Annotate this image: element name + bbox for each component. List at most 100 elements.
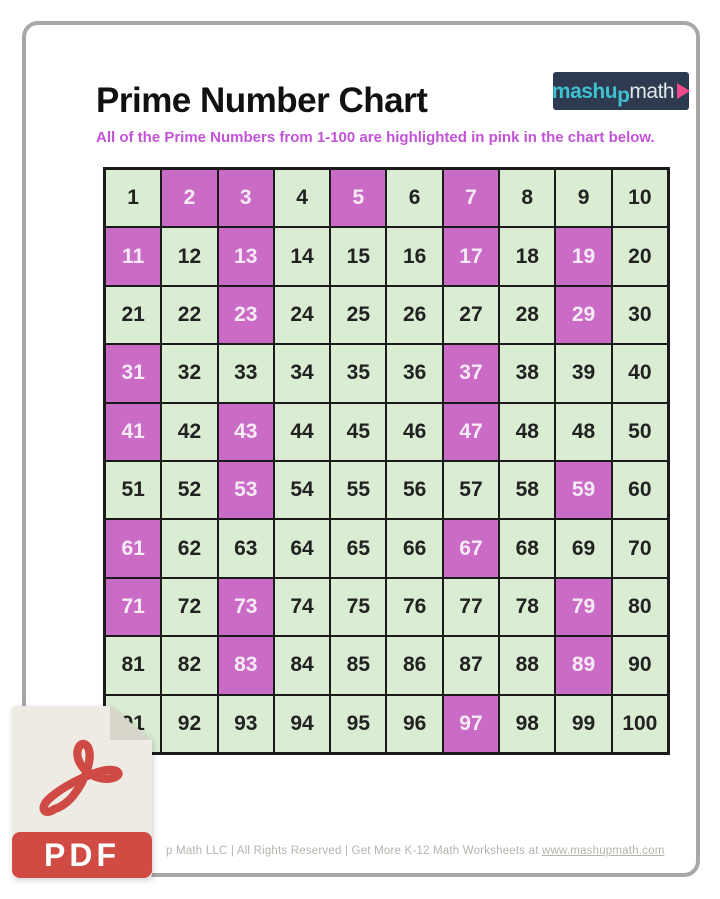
grid-cell: 48 [556, 403, 611, 460]
grid-cell: 67 [443, 520, 499, 577]
grid-cell: 94 [274, 695, 330, 752]
grid-cell: 4 [274, 170, 330, 227]
grid-cell: 57 [443, 462, 499, 519]
grid-cell: 46 [387, 403, 442, 460]
grid-cell: 79 [556, 578, 611, 636]
grid-cell: 44 [274, 403, 330, 460]
grid-cell: 53 [218, 462, 273, 519]
grid-cell: 29 [556, 286, 611, 344]
grid-cell: 11 [106, 228, 161, 285]
grid-cell: 66 [387, 520, 442, 577]
grid-cell: 82 [162, 637, 217, 694]
grid-cell: 86 [387, 637, 442, 694]
grid-cell: 2 [162, 170, 217, 227]
grid-cell: 7 [443, 170, 499, 227]
grid-cell: 96 [387, 695, 442, 752]
grid-cell: 31 [106, 345, 161, 402]
worksheet-page: mashu p math Prime Number Chart All of the… [22, 21, 700, 877]
grid-cell: 3 [218, 170, 273, 227]
grid-cell: 60 [612, 462, 667, 519]
grid-cell: 36 [387, 345, 442, 402]
grid-cell: 89 [556, 637, 611, 694]
grid-cell: 51 [106, 462, 161, 519]
grid-cell: 81 [106, 637, 161, 694]
grid-cell: 17 [443, 228, 499, 285]
grid-cell: 95 [331, 695, 386, 752]
grid-cell: 20 [612, 228, 667, 285]
grid-cell: 26 [387, 286, 442, 344]
grid-cell: 13 [218, 228, 273, 285]
grid-cell: 37 [443, 345, 499, 402]
grid-cell: 65 [331, 520, 386, 577]
grid-cell: 24 [274, 286, 330, 344]
grid-cell: 87 [443, 637, 499, 694]
grid-cell: 99 [556, 695, 611, 752]
play-icon [677, 83, 691, 99]
grid-cell: 78 [500, 578, 555, 636]
grid-cell: 75 [331, 578, 386, 636]
grid-cell: 15 [331, 228, 386, 285]
grid-cell: 77 [443, 578, 499, 636]
grid-cell: 63 [218, 520, 273, 577]
grid-cell: 54 [274, 462, 330, 519]
pdf-label: PDF [44, 836, 120, 873]
grid-cell: 73 [218, 578, 273, 636]
grid-cell: 10 [612, 170, 667, 227]
footer-website-link[interactable]: www.mashupmath.com [542, 845, 665, 857]
grid-cell: 14 [274, 228, 330, 285]
grid-cell: 9 [556, 170, 611, 227]
grid-cell: 32 [162, 345, 217, 402]
grid-cell: 34 [274, 345, 330, 402]
grid-cell: 61 [106, 520, 161, 577]
grid-cell: 5 [331, 170, 386, 227]
pdf-label-band: PDF [12, 832, 152, 878]
grid-cell: 18 [500, 228, 555, 285]
grid-cell: 48 [500, 403, 555, 460]
acrobat-loop-icon [39, 739, 123, 816]
grid-cell: 100 [612, 695, 667, 752]
grid-cell: 21 [106, 286, 161, 344]
grid-cell: 72 [162, 578, 217, 636]
grid-cell: 52 [162, 462, 217, 519]
grid-cell: 42 [162, 403, 217, 460]
grid-cell: 33 [218, 345, 273, 402]
footer-text: p Math LLC | All Rights Reserved | Get M… [166, 845, 543, 857]
grid-cell: 74 [274, 578, 330, 636]
footer-copyright: p Math LLC | All Rights Reserved | Get M… [166, 845, 686, 857]
grid-cell: 27 [443, 286, 499, 344]
grid-cell: 16 [387, 228, 442, 285]
grid-cell: 28 [500, 286, 555, 344]
grid-cell: 58 [500, 462, 555, 519]
grid-cell: 88 [500, 637, 555, 694]
grid-cell: 19 [556, 228, 611, 285]
grid-cell: 92 [162, 695, 217, 752]
grid-cell: 83 [218, 637, 273, 694]
grid-cell: 6 [387, 170, 442, 227]
grid-cell: 84 [274, 637, 330, 694]
grid-cell: 43 [218, 403, 273, 460]
grid-cell: 68 [500, 520, 555, 577]
grid-cell: 38 [500, 345, 555, 402]
logo-text-p: p [617, 83, 630, 107]
grid-cell: 97 [443, 695, 499, 752]
grid-cell: 98 [500, 695, 555, 752]
grid-cell: 23 [218, 286, 273, 344]
grid-cell: 8 [500, 170, 555, 227]
grid-cell: 70 [612, 520, 667, 577]
mashupmath-logo: mashu p math [552, 72, 691, 110]
grid-cell: 40 [612, 345, 667, 402]
grid-cell: 50 [612, 403, 667, 460]
grid-cell: 30 [612, 286, 667, 344]
logo-text-math: math [629, 79, 675, 103]
grid-cell: 71 [106, 578, 161, 636]
grid-cell: 55 [331, 462, 386, 519]
grid-cell: 1 [106, 170, 161, 227]
pdf-file-icon[interactable]: PDF [12, 706, 152, 878]
grid-cell: 39 [556, 345, 611, 402]
grid-cell: 41 [106, 403, 161, 460]
grid-cell: 64 [274, 520, 330, 577]
grid-cell: 62 [162, 520, 217, 577]
grid-cell: 45 [331, 403, 386, 460]
grid-cell: 80 [612, 578, 667, 636]
grid-cell: 59 [556, 462, 611, 519]
